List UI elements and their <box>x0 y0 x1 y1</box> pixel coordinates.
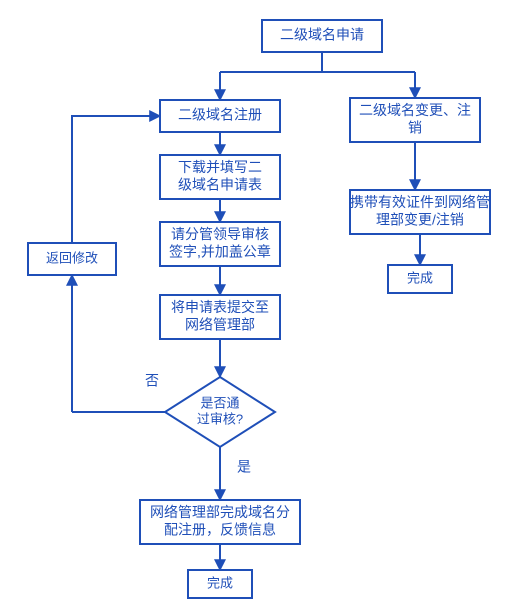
submit-text-0: 将申请表提交至 <box>171 299 269 315</box>
node-download: 下载并填写二级域名申请表 <box>160 155 280 199</box>
returnFix-text-0: 返回修改 <box>46 250 98 265</box>
submit-text-1: 网络管理部 <box>185 316 255 332</box>
doneLeft-text-0: 完成 <box>207 575 233 590</box>
sign-text-0: 请分管领导审核 <box>171 226 269 242</box>
sign-text-1: 签字,并加盖公章 <box>169 243 271 259</box>
doneRight-text-0: 完成 <box>407 270 433 285</box>
node-rightChange: 二级域名变更、注销 <box>350 98 480 142</box>
node-top: 二级域名申请 <box>262 20 382 52</box>
edge-label-yes: 是 <box>237 459 251 475</box>
leftReg-text-0: 二级域名注册 <box>178 107 262 123</box>
top-text-0: 二级域名申请 <box>280 27 364 43</box>
decision-text-0: 是否通 <box>200 395 239 410</box>
download-text-1: 级域名申请表 <box>178 176 262 192</box>
node-leftReg: 二级域名注册 <box>160 100 280 132</box>
node-doneLeft: 完成 <box>188 570 252 598</box>
flowchart-canvas: 二级域名申请二级域名注册二级域名变更、注销下载并填写二级域名申请表请分管领导审核… <box>0 0 510 613</box>
decision-text-1: 过审核? <box>197 412 243 427</box>
allocate-text-1: 配注册，反馈信息 <box>164 521 276 537</box>
node-doneRight: 完成 <box>388 265 452 293</box>
edge-13 <box>72 116 160 243</box>
node-decision: 是否通过审核? <box>165 377 275 447</box>
rightChange-text-0: 二级域名变更、注 <box>359 102 471 118</box>
edge-label-no: 否 <box>145 373 159 389</box>
bring-text-1: 理部变更/注销 <box>376 211 464 227</box>
node-submit: 将申请表提交至网络管理部 <box>160 295 280 339</box>
node-allocate: 网络管理部完成域名分配注册，反馈信息 <box>140 500 300 544</box>
node-returnFix: 返回修改 <box>28 243 116 275</box>
nodes-layer: 二级域名申请二级域名注册二级域名变更、注销下载并填写二级域名申请表请分管领导审核… <box>28 20 490 598</box>
download-text-0: 下载并填写二 <box>178 159 262 175</box>
bring-text-0: 携带有效证件到网络管 <box>350 194 490 210</box>
node-bring: 携带有效证件到网络管理部变更/注销 <box>350 190 490 234</box>
allocate-text-0: 网络管理部完成域名分 <box>150 504 290 520</box>
node-sign: 请分管领导审核签字,并加盖公章 <box>160 222 280 266</box>
rightChange-text-1: 销 <box>408 119 422 135</box>
